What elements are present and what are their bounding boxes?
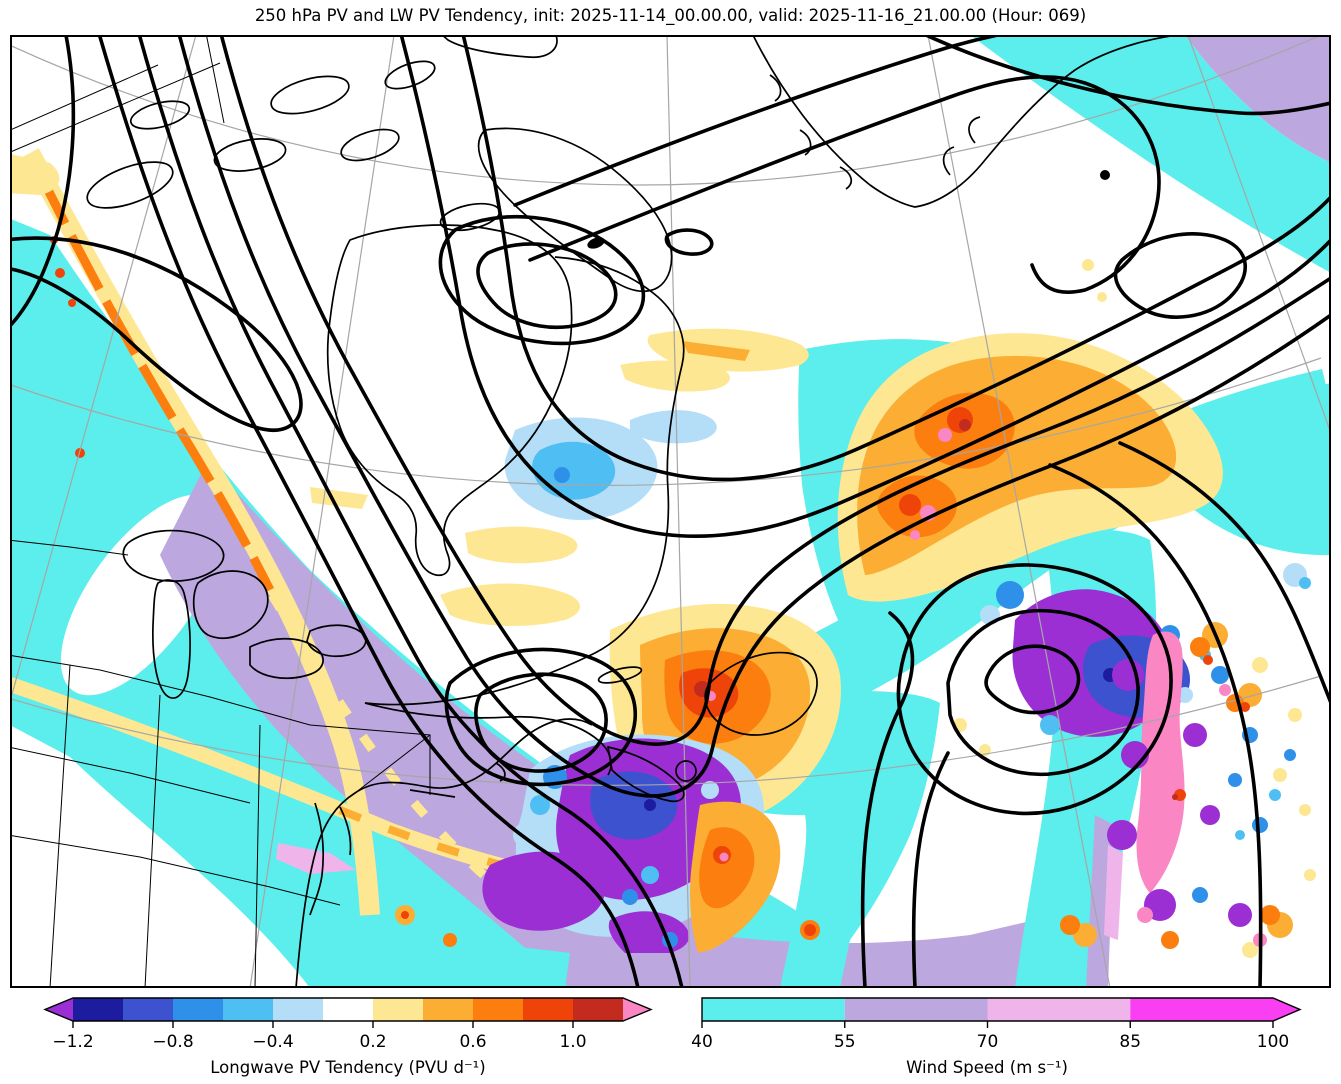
colorbar-segment <box>323 998 373 1021</box>
colorbar-segment <box>373 998 423 1021</box>
colorbar-ticks <box>701 1021 1274 1028</box>
colorbar-segment <box>123 998 173 1021</box>
colorbar-segment <box>223 998 273 1021</box>
colorbar-tick-label: 0.2 <box>359 1032 386 1052</box>
colorbar-over-arrow <box>623 998 651 1021</box>
map-frame <box>10 35 1331 988</box>
colorbar-segment <box>1130 998 1273 1021</box>
colorbar-segment <box>73 998 123 1021</box>
wind-speed-colorbar: 40 55 70 85 100 Wind Speed (m s⁻¹) <box>691 997 1302 1077</box>
colorbar-tick-label: 100 <box>1257 1032 1289 1052</box>
colorbar-title: Wind Speed (m s⁻¹) <box>906 1058 1068 1077</box>
colorbar-segment <box>987 998 1131 1021</box>
colorbar-tick-label: 1.0 <box>559 1032 586 1052</box>
colorbar-tick-label: −0.8 <box>152 1032 193 1052</box>
colorbar-segment <box>173 998 223 1021</box>
colorbar-tick-label: −1.2 <box>52 1032 93 1052</box>
colorbar-segment <box>523 998 573 1021</box>
colorbar-segment <box>423 998 473 1021</box>
colorbar-tick-label: 85 <box>1119 1032 1141 1052</box>
graticule-layer <box>10 35 1331 988</box>
colorbar-segment <box>473 998 523 1021</box>
colorbar-tick-label: 70 <box>977 1032 999 1052</box>
colorbar-title: Longwave PV Tendency (PVU d⁻¹) <box>210 1058 485 1077</box>
colorbar-outline <box>701 997 1302 1022</box>
colorbar-segment <box>273 998 323 1021</box>
pv-tendency-colorbar: −1.2 −0.8 −0.4 0.2 0.6 1.0 Longwave PV T… <box>43 997 653 1077</box>
colorbar-under-arrow <box>45 998 73 1021</box>
colorbar-tick-label: 0.6 <box>459 1032 486 1052</box>
pv-contour-layer <box>10 35 1331 988</box>
political-borders-layer <box>10 35 431 988</box>
colorbar-ticks <box>72 1021 574 1028</box>
colorbar-segment <box>573 998 623 1021</box>
colorbar-tick-label: 40 <box>691 1032 713 1052</box>
colorbar-over-arrow <box>1273 998 1300 1021</box>
map-canvas <box>10 35 1331 988</box>
colorbar-segment <box>702 998 845 1021</box>
colorbar-tick-label: 55 <box>834 1032 856 1052</box>
coastline-layer <box>86 35 1186 988</box>
colorbar-outline <box>43 997 653 1022</box>
colorbar-tick-label: −0.4 <box>252 1032 293 1052</box>
colorbar-segment <box>844 998 988 1021</box>
figure-title: 250 hPa PV and LW PV Tendency, init: 202… <box>254 6 1087 25</box>
